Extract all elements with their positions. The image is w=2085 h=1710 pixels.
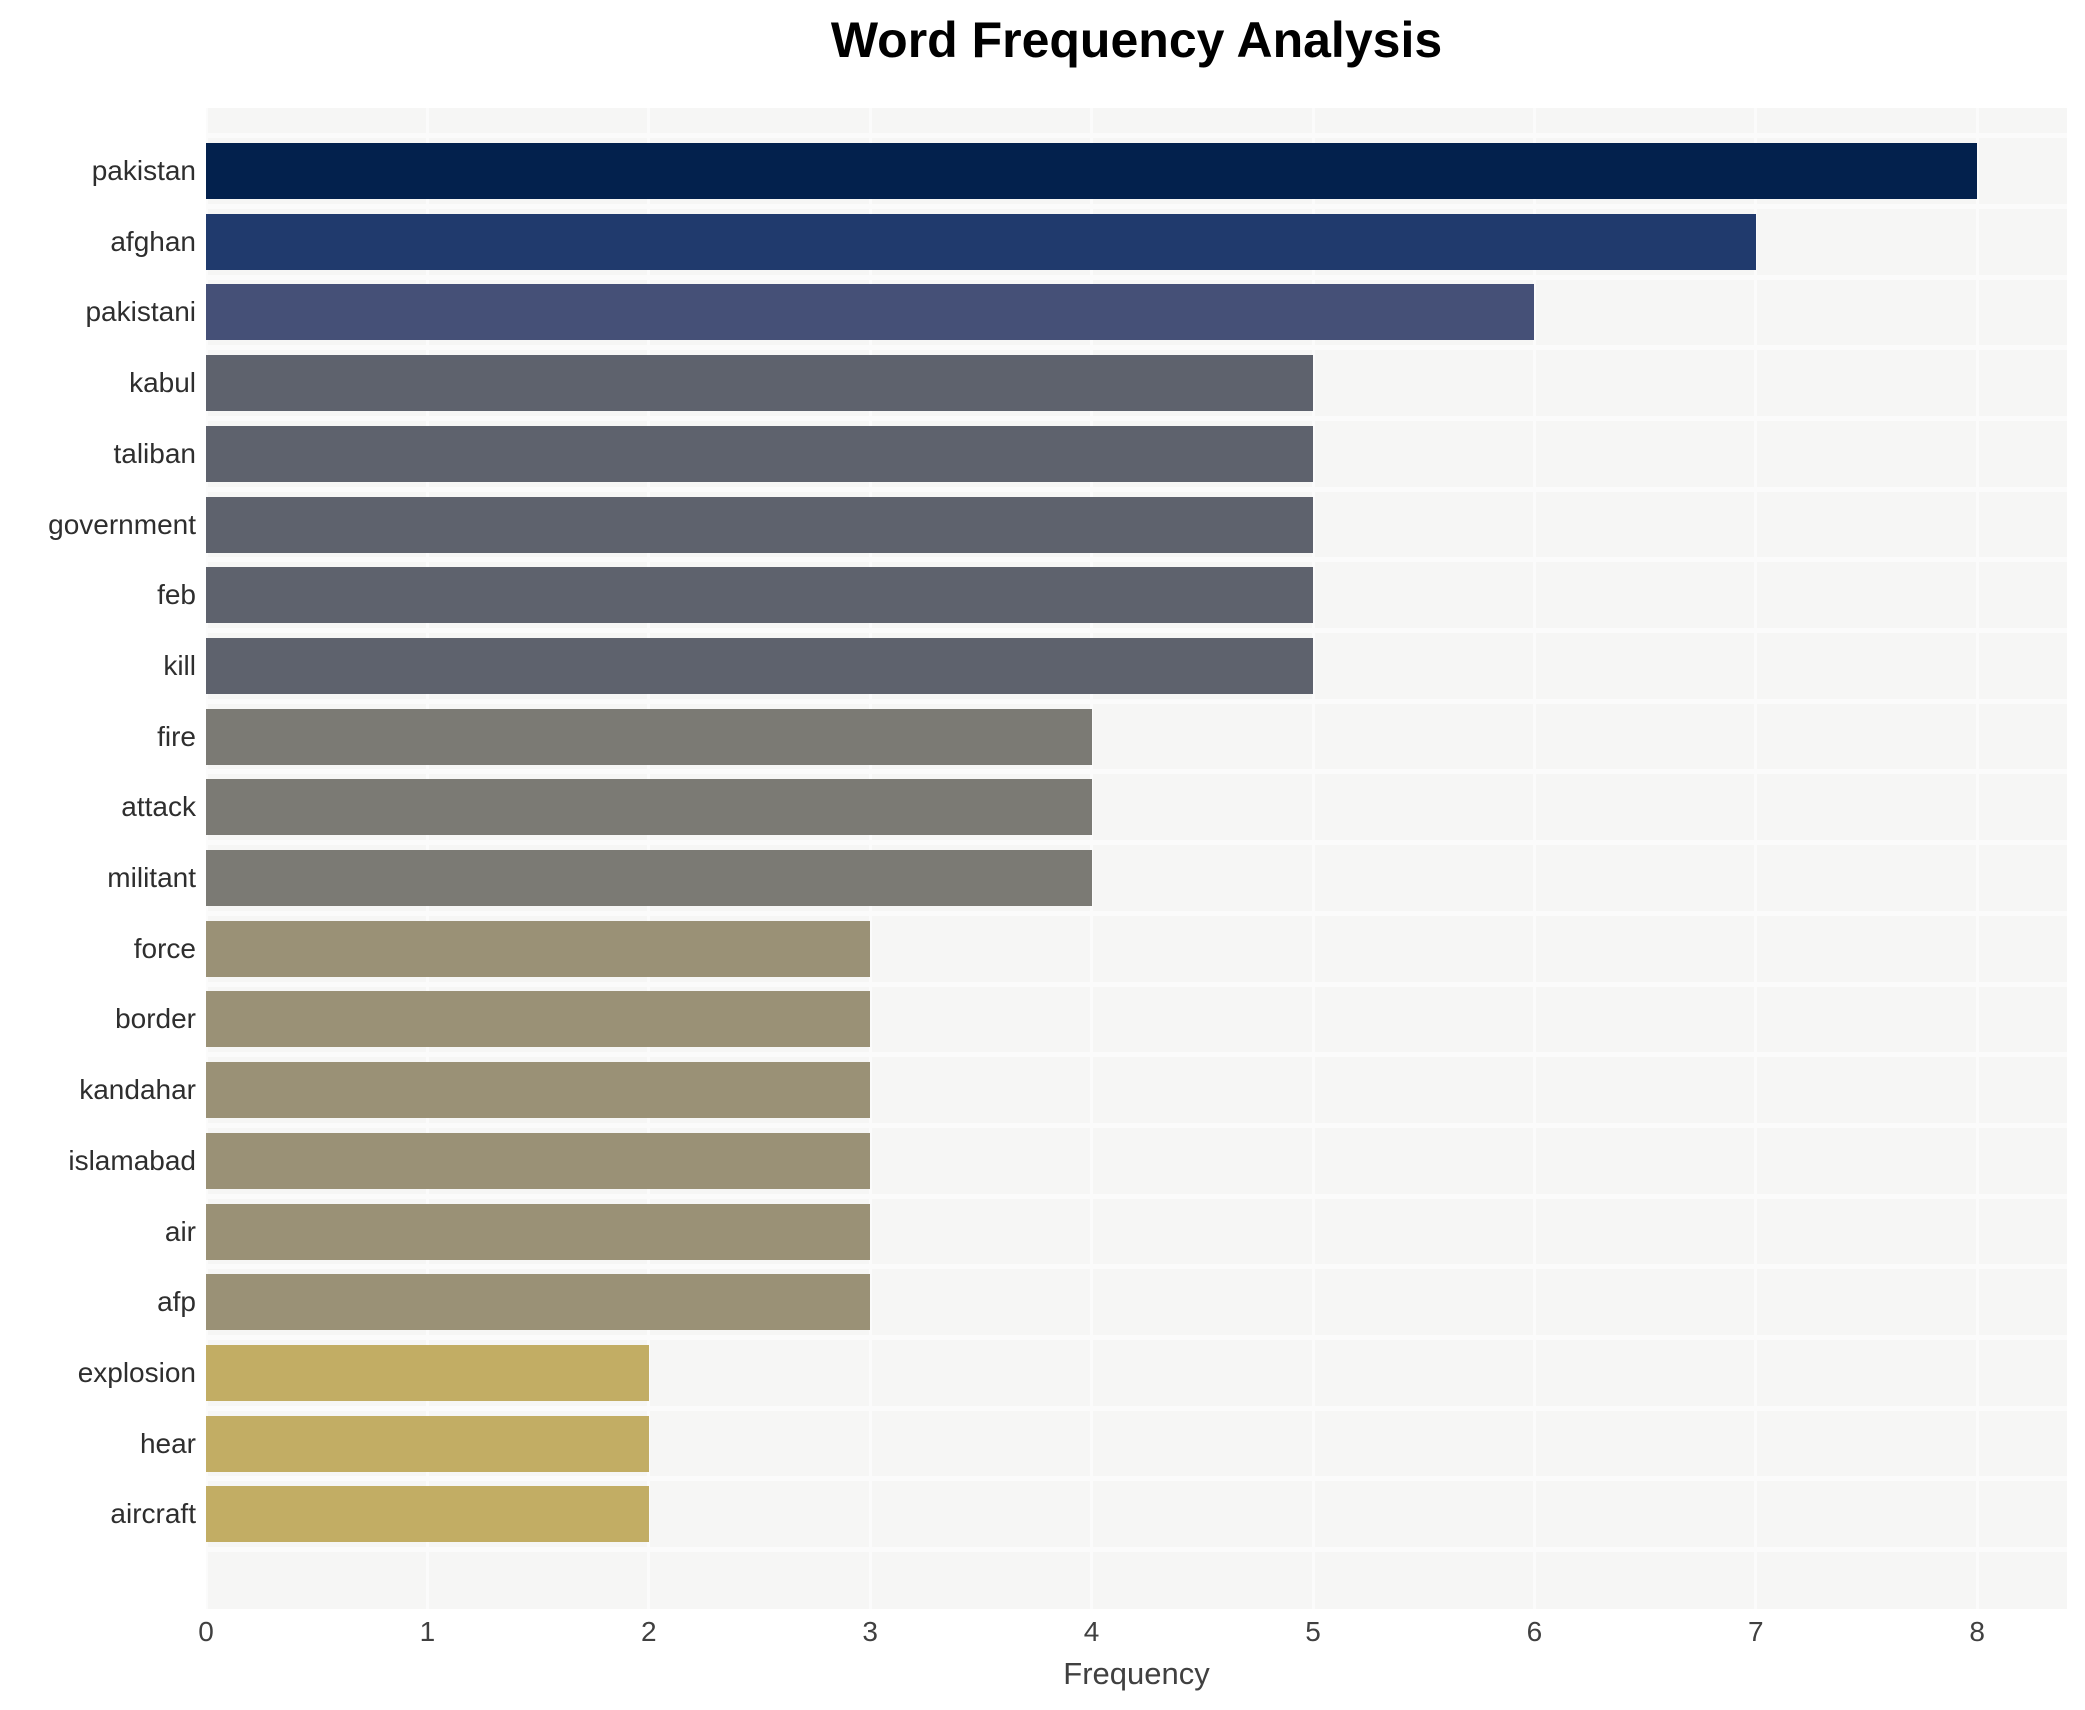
- category-label-kandahar: kandahar: [79, 1074, 196, 1106]
- category-label-kabul: kabul: [129, 367, 196, 399]
- gridline-horizontal: [206, 1476, 2067, 1482]
- category-label-taliban: taliban: [113, 437, 196, 469]
- gridline-horizontal: [206, 133, 2067, 139]
- gridline-horizontal: [206, 345, 2067, 351]
- category-label-afp: afp: [157, 1286, 196, 1318]
- category-label-islamabad: islamabad: [68, 1144, 196, 1176]
- category-label-feb: feb: [157, 579, 196, 611]
- x-tick-label: 3: [862, 1616, 878, 1647]
- gridline-horizontal: [206, 1335, 2067, 1341]
- gridline-horizontal: [206, 1405, 2067, 1411]
- category-label-air: air: [164, 1215, 196, 1247]
- gridline-horizontal: [206, 1264, 2067, 1270]
- bar-kandahar: [206, 1062, 871, 1119]
- gridline-vertical: [1090, 108, 1094, 1609]
- gridline-horizontal: [206, 1193, 2067, 1199]
- category-label-aircraft: aircraft: [110, 1498, 196, 1530]
- x-tick-label: 4: [1083, 1616, 1100, 1647]
- gridline-vertical: [1975, 108, 1979, 1609]
- gridline-vertical: [1311, 108, 1315, 1609]
- gridline-horizontal: [206, 1052, 2067, 1058]
- x-tick-label: 6: [1526, 1616, 1543, 1647]
- bar-taliban: [206, 425, 1313, 482]
- gridline-horizontal: [206, 274, 2067, 280]
- plot-panel: [206, 108, 2067, 1609]
- category-label-hear: hear: [139, 1427, 196, 1459]
- bar-force: [206, 920, 871, 977]
- gridline-vertical: [1754, 108, 1758, 1609]
- x-tick-label: 7: [1748, 1616, 1764, 1647]
- gridline-horizontal: [206, 840, 2067, 846]
- category-label-pakistani: pakistani: [85, 296, 196, 328]
- x-tick-label: 5: [1305, 1616, 1321, 1647]
- gridline-horizontal: [206, 203, 2067, 209]
- bar-militant: [206, 850, 1092, 906]
- bar-hear: [206, 1415, 649, 1472]
- gridline-horizontal: [206, 486, 2067, 492]
- category-label-afghan: afghan: [110, 225, 196, 257]
- category-label-attack: attack: [121, 791, 196, 823]
- bar-pakistani: [206, 284, 1535, 341]
- bar-pakistan: [206, 143, 1978, 199]
- gridline-horizontal: [206, 557, 2067, 563]
- bar-government: [206, 496, 1313, 553]
- category-label-government: government: [48, 508, 196, 540]
- gridline-horizontal: [206, 981, 2067, 987]
- gridline-horizontal: [206, 628, 2067, 634]
- bar-air: [206, 1203, 871, 1260]
- gridline-horizontal: [206, 698, 2067, 704]
- bar-border: [206, 991, 871, 1048]
- bar-kabul: [206, 355, 1313, 412]
- bar-aircraft: [206, 1486, 649, 1543]
- gridline-horizontal: [206, 769, 2067, 775]
- bar-islamabad: [206, 1132, 871, 1189]
- bar-kill: [206, 637, 1313, 694]
- x-tick-label: 8: [1969, 1616, 1985, 1647]
- bar-explosion: [206, 1344, 649, 1401]
- gridline-horizontal: [206, 910, 2067, 916]
- category-label-pakistan: pakistan: [91, 155, 196, 186]
- x-tick-label: 1: [419, 1616, 436, 1647]
- x-axis-ticks: 0 1 2 3 4 5 6 7 8: [0, 1613, 2085, 1651]
- x-tick-label: 0: [198, 1616, 214, 1647]
- gridline-vertical: [1532, 108, 1536, 1609]
- gridline-horizontal: [206, 1122, 2067, 1128]
- bar-fire: [206, 708, 1092, 765]
- x-axis-label: Frequency: [1063, 1656, 1210, 1691]
- bar-afghan: [206, 213, 1756, 270]
- bar-afp: [206, 1274, 871, 1331]
- category-label-border: border: [115, 1003, 196, 1035]
- category-label-force: force: [133, 932, 196, 964]
- category-label-explosion: explosion: [77, 1356, 196, 1388]
- y-axis-labels: pakistan afghan pakistani kabul taliban gover…: [0, 108, 196, 1609]
- bar-feb: [206, 567, 1313, 624]
- category-label-kill: kill: [163, 649, 196, 681]
- category-label-fire: fire: [157, 720, 196, 752]
- bar-attack: [206, 779, 1092, 836]
- chart-title: Word Frequency Analysis: [830, 12, 1443, 68]
- category-label-militant: militant: [107, 862, 196, 893]
- gridline-horizontal: [206, 1547, 2067, 1553]
- x-tick-label: 2: [641, 1616, 657, 1647]
- gridline-horizontal: [206, 415, 2067, 421]
